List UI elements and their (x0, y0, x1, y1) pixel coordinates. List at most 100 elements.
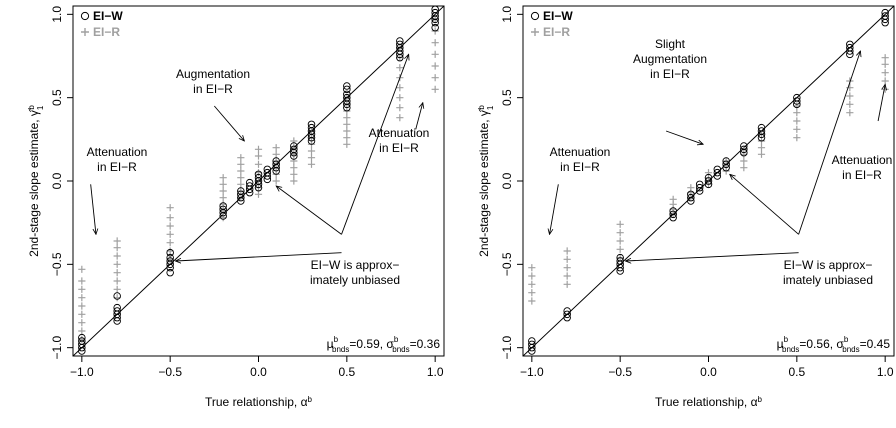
stats-part: bnds (392, 345, 409, 354)
ei-w-point (113, 292, 121, 300)
ei-r-point (563, 247, 571, 255)
annotation-text: imately unbiased (310, 273, 400, 287)
ei-r-point (881, 54, 889, 62)
stats-part: =0.36 (410, 337, 441, 351)
ei-r-point (846, 109, 854, 117)
stats-part: b (784, 335, 789, 344)
ei-r-point (113, 277, 121, 285)
ei-r-point (113, 285, 121, 293)
y-tick-label: −1.0 (500, 336, 514, 360)
ei-r-point (113, 244, 121, 252)
ei-w-point (704, 177, 713, 185)
ei-w-point (245, 182, 254, 190)
ei-r-point (219, 180, 227, 188)
ei-r-point (343, 114, 351, 122)
ei-r-point (793, 117, 801, 125)
ei-r-point (290, 177, 298, 185)
ei-r-point (528, 264, 536, 272)
ei-w-point (237, 190, 245, 199)
ei-w-point (793, 93, 801, 102)
ei-r-point (166, 247, 174, 255)
ei-w-point (254, 170, 263, 179)
ei-w-point (307, 123, 316, 132)
ei-r-point (616, 245, 624, 253)
ei-r-point (343, 134, 351, 142)
ei-r-point (396, 114, 404, 122)
ei-w-point (722, 160, 730, 169)
ei-w-point (695, 183, 704, 192)
y-axis-title: 2nd-stage slope estimate, γ̂1b (27, 105, 45, 257)
ei-r-point (78, 277, 86, 285)
ei-w-point (343, 90, 351, 99)
ei-w-point (263, 165, 272, 174)
ei-w-point (616, 253, 624, 262)
y-axis-title-sub: 1 (486, 105, 495, 110)
ei-r-point (793, 134, 801, 142)
stats-label: μb bnds=0.59, σb bnds=0.36 (327, 335, 441, 354)
ei-r-point (740, 157, 748, 165)
annotation-text: Slight (655, 37, 686, 51)
ei-w-point (793, 97, 801, 105)
ei-r-point (431, 39, 439, 47)
ei-r-point (528, 272, 536, 280)
ei-r-point (307, 160, 316, 168)
ei-r-point (431, 62, 439, 70)
stats-part: bnds (332, 345, 349, 354)
ei-r-point (272, 150, 280, 158)
annotation-arrow (175, 252, 342, 261)
chart-panel-2: −1.0 −0.5 0.0 0.5 1.0 −1.0 −0.5 0.0 0.5 1.0 True r… (477, 5, 895, 409)
ei-w-point (713, 168, 722, 177)
stats-part: b (844, 335, 849, 344)
x-axis-title: True relationship, αb (205, 395, 313, 410)
ei-r-point (396, 94, 404, 102)
ei-r-point (528, 297, 536, 305)
y-tick-label: 0.5 (500, 89, 514, 106)
legend-ei-r-label: EI−R (93, 25, 120, 39)
ei-w-point (78, 333, 86, 342)
x-tick-label: −1.0 (70, 365, 94, 379)
stats-part: =0.45 (860, 337, 891, 351)
ei-r-point (431, 74, 439, 82)
annotation-text: Attenuation (369, 126, 430, 140)
ei-r-point (254, 160, 263, 168)
ei-w-point (343, 85, 351, 94)
ei-r-point (272, 144, 280, 152)
ei-w-point (669, 210, 677, 219)
ei-r-point (290, 144, 298, 152)
x-tick-label: 1.0 (427, 365, 444, 379)
stats-part: μ (777, 337, 784, 351)
annotation-arrow (798, 51, 861, 235)
ei-w-point (687, 190, 695, 199)
annotation-arrow (276, 186, 342, 235)
ei-r-point (166, 204, 174, 212)
ei-r-point (881, 85, 889, 93)
stats-part: σ (836, 337, 844, 351)
legend-ei-w-label: EI−W (543, 9, 573, 23)
ei-r-point (78, 310, 86, 318)
y-axis-title: 2nd-stage slope estimate, γ̂1b (477, 105, 495, 257)
ei-w-point (563, 307, 571, 315)
x-tick-label: 0.0 (700, 365, 717, 379)
ei-r-point (219, 207, 227, 215)
ei-r-point (237, 180, 245, 188)
ei-w-point (113, 303, 121, 312)
ei-w-point (431, 8, 439, 17)
annotation-text: Augmentation (176, 67, 250, 81)
ei-r-point (616, 229, 624, 237)
ei-w-point (237, 187, 245, 195)
annotation-text: Attenuation (832, 153, 893, 167)
ei-r-point (254, 145, 263, 153)
annotation-text: in EI−R (560, 160, 600, 174)
annotation-arrow (877, 84, 885, 122)
annotation-text: Attenuation (550, 145, 611, 159)
ei-w-point (563, 310, 571, 319)
stats-part: b (334, 335, 339, 344)
ei-r-point (793, 109, 801, 117)
ei-r-point (793, 125, 801, 133)
annotation-text: Augmentation (633, 52, 707, 66)
legend-ei-r-marker (531, 28, 539, 36)
ei-w-point (78, 337, 86, 345)
ei-r-point (563, 272, 571, 280)
ei-r-point (290, 137, 298, 145)
